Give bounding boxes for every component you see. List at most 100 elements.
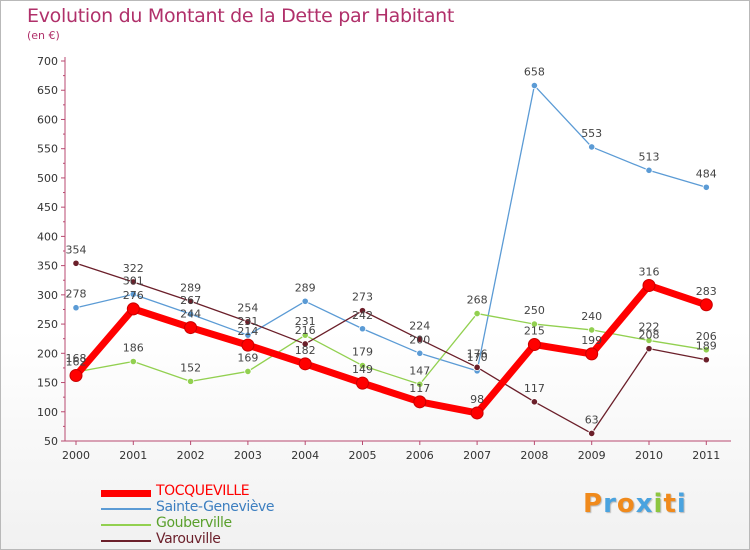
- data-label: 186: [123, 341, 144, 354]
- data-label: 242: [352, 309, 373, 322]
- data-label: 289: [295, 281, 316, 294]
- data-label: 189: [696, 340, 717, 353]
- data-label: 244: [180, 308, 201, 321]
- series-line-3: [75, 262, 707, 435]
- data-point: [588, 143, 596, 151]
- legend-swatch: [101, 540, 151, 542]
- data-point: [530, 320, 539, 328]
- legend-label: Sainte-Geneviève: [156, 499, 275, 515]
- y-tick-label: 300: [37, 289, 58, 302]
- data-point: [244, 318, 252, 326]
- x-tick-label: 2004: [291, 449, 319, 462]
- logo-letter: o: [616, 489, 636, 519]
- data-label: 658: [524, 66, 545, 79]
- y-tick-label: 100: [37, 406, 58, 419]
- data-point: [356, 376, 369, 390]
- data-point: [298, 357, 312, 371]
- data-point: [645, 336, 653, 345]
- data-label: 316: [639, 265, 660, 278]
- data-label: 216: [295, 324, 316, 337]
- data-point: [588, 326, 596, 334]
- data-point: [699, 298, 713, 312]
- data-label: 224: [409, 319, 430, 332]
- proxiti-logo: Proxiti: [583, 489, 687, 519]
- data-point: [69, 369, 83, 383]
- data-point: [702, 356, 710, 364]
- data-label: 176: [467, 347, 488, 360]
- data-point: [187, 310, 195, 318]
- x-tick-label: 2002: [177, 449, 205, 462]
- legend-label: Varouville: [156, 531, 221, 547]
- data-label: 553: [581, 127, 602, 140]
- data-label: 322: [123, 262, 144, 275]
- y-tick-label: 250: [37, 318, 58, 331]
- data-point: [358, 361, 367, 370]
- data-label: 179: [352, 346, 373, 359]
- data-label: 222: [639, 320, 660, 333]
- data-label: 484: [696, 167, 717, 180]
- x-tick-label: 2005: [349, 449, 377, 462]
- y-tick-label: 150: [37, 377, 58, 390]
- data-point: [358, 307, 367, 315]
- data-point: [645, 345, 653, 353]
- logo-letter: i: [676, 489, 687, 519]
- data-point: [645, 166, 653, 174]
- data-label: 117: [409, 382, 430, 395]
- logo-letter: i: [653, 489, 664, 519]
- data-label: 170: [467, 351, 488, 364]
- x-tick-label: 2010: [635, 449, 663, 462]
- data-point: [473, 363, 481, 371]
- data-point: [72, 259, 80, 267]
- data-point: [527, 338, 541, 352]
- y-tick-label: 350: [37, 260, 58, 273]
- data-label: 273: [352, 291, 373, 304]
- x-tick-label: 2000: [62, 449, 90, 462]
- data-point: [702, 346, 710, 354]
- data-label: 206: [696, 330, 717, 343]
- data-label: 214: [237, 325, 258, 338]
- series-line-2: [75, 312, 707, 385]
- data-point: [530, 81, 539, 90]
- data-point: [301, 331, 309, 339]
- data-point: [413, 395, 427, 409]
- data-label: 200: [409, 333, 430, 346]
- data-point: [187, 377, 195, 385]
- y-tick-label: 600: [37, 113, 58, 126]
- y-tick-label: 650: [37, 84, 58, 97]
- legend-swatch: [101, 524, 151, 526]
- data-label: 276: [123, 289, 144, 302]
- data-label: 289: [180, 281, 201, 294]
- data-point: [585, 347, 599, 361]
- series-line-1: [75, 84, 707, 372]
- data-label: 513: [639, 150, 660, 163]
- x-tick-label: 2006: [406, 449, 434, 462]
- data-point: [416, 335, 424, 343]
- data-point: [126, 302, 140, 316]
- x-tick-label: 2003: [234, 449, 262, 462]
- data-point: [530, 398, 539, 406]
- data-label: 149: [352, 363, 373, 376]
- data-label: 208: [639, 329, 660, 342]
- data-point: [241, 338, 255, 352]
- data-label: 267: [180, 294, 201, 307]
- data-point: [470, 406, 484, 420]
- x-tick-label: 2007: [463, 449, 491, 462]
- data-point: [642, 278, 656, 292]
- data-label: 231: [295, 315, 316, 328]
- x-tick-label: 2011: [692, 449, 720, 462]
- data-point: [702, 183, 710, 191]
- logo-letter: P: [583, 489, 604, 519]
- data-label: 98: [470, 393, 484, 406]
- data-label: 162: [66, 356, 87, 369]
- data-label: 182: [295, 344, 316, 357]
- data-label: 250: [524, 304, 545, 317]
- legend-swatch: [101, 508, 151, 510]
- logo-letter: t: [663, 489, 677, 519]
- data-point: [72, 304, 80, 312]
- series-line-0: [72, 281, 710, 417]
- legend-label: TOCQUEVILLE: [156, 483, 250, 499]
- y-tick-label: 550: [37, 143, 58, 156]
- x-tick-label: 2001: [119, 449, 147, 462]
- data-point: [244, 367, 252, 376]
